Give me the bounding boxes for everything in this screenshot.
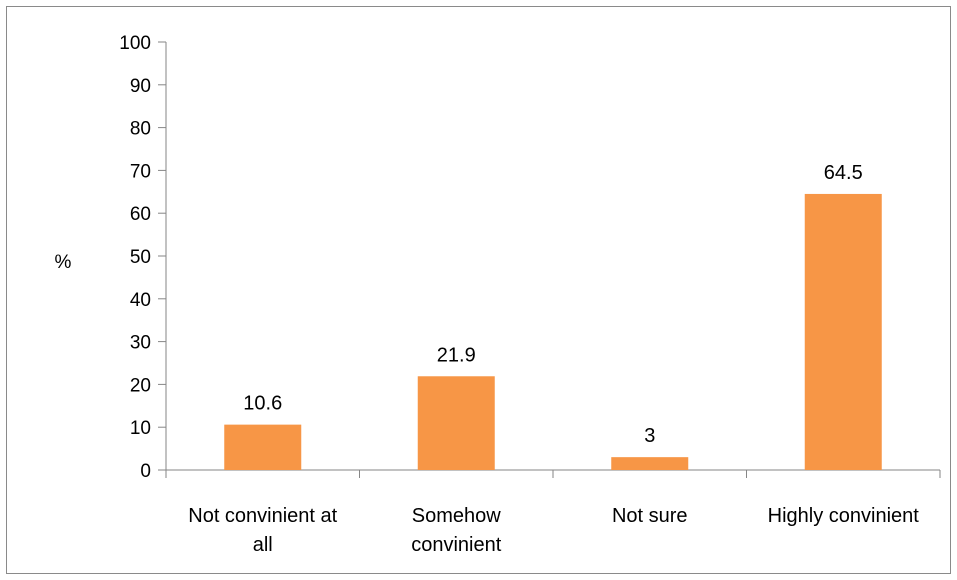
y-tick-label: 50 bbox=[130, 247, 151, 268]
y-tick-label: 90 bbox=[130, 76, 151, 97]
labels: 10.6 Not convinient at all 21.9 Somehow convi… bbox=[188, 162, 919, 556]
data-label: 10.6 bbox=[243, 393, 282, 415]
y-tick-label: 0 bbox=[140, 461, 151, 482]
x-category-label: convinient bbox=[411, 534, 502, 556]
y-tick-label: 70 bbox=[130, 161, 151, 182]
y-tick-label: 40 bbox=[130, 290, 151, 311]
data-label: 3 bbox=[644, 425, 655, 447]
y-tick-label: 80 bbox=[130, 119, 151, 140]
x-category-label: Not convinient at bbox=[188, 505, 337, 527]
x-category-label: all bbox=[253, 534, 273, 556]
y-tick-label: 20 bbox=[130, 375, 151, 396]
x-category-label: Somehow bbox=[412, 505, 501, 527]
y-axis-title: % bbox=[55, 252, 72, 273]
y-tick-label: 60 bbox=[130, 204, 151, 225]
y-tick-label: 10 bbox=[130, 418, 151, 439]
y-tick-label: 30 bbox=[130, 333, 151, 354]
bars bbox=[224, 193, 882, 470]
data-label: 64.5 bbox=[824, 162, 863, 184]
bar bbox=[224, 424, 302, 470]
data-label: 21.9 bbox=[437, 344, 476, 366]
y-tick-label: 100 bbox=[119, 33, 151, 54]
chart-frame bbox=[6, 6, 951, 574]
bar bbox=[804, 193, 882, 470]
x-category-label: Not sure bbox=[612, 505, 688, 527]
bar bbox=[417, 376, 495, 470]
bar bbox=[611, 457, 689, 470]
x-category-label: Highly convinient bbox=[768, 505, 920, 527]
